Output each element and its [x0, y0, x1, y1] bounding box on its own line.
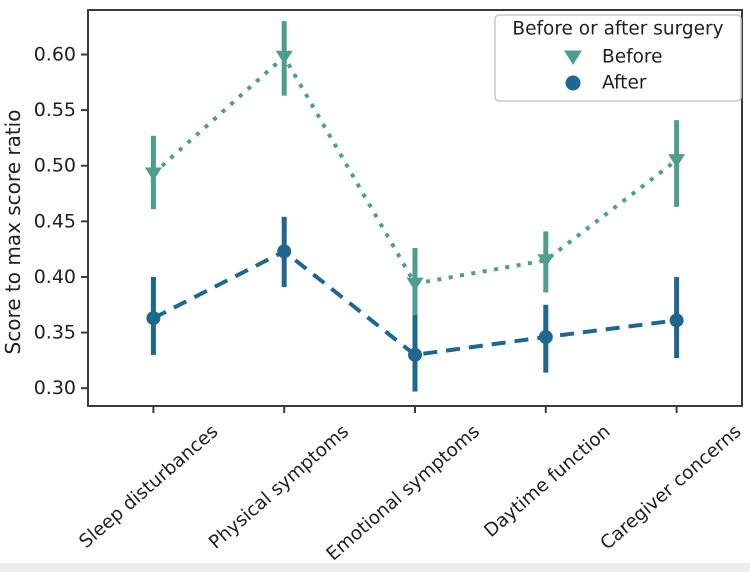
y-tick-label: 0.40 [34, 266, 76, 288]
y-axis-label: Score to max score ratio [1, 109, 25, 355]
legend-box [494, 14, 742, 102]
after-marker [277, 244, 292, 259]
before-marker [668, 154, 686, 168]
after-marker [408, 347, 422, 362]
y-tick-label: 0.60 [34, 43, 76, 65]
y-tick-label: 0.30 [34, 377, 76, 399]
before-marker [275, 50, 293, 65]
y-tick-label: 0.55 [34, 99, 76, 121]
legend-before-marker [564, 50, 582, 65]
after-marker [538, 330, 553, 345]
y-tick-label: 0.35 [34, 322, 76, 344]
legend-title: Before or after surgery [512, 19, 723, 40]
before-marker [144, 167, 162, 182]
x-tick-label: Sleep disturbances [75, 421, 222, 553]
y-tick-label: 0.50 [34, 155, 76, 177]
x-tick-label: Daytime function [480, 421, 614, 542]
before-marker [406, 277, 424, 292]
x-tick-label: Physical symptoms [205, 421, 353, 553]
photo-edge-strip [0, 563, 750, 572]
y-tick-label: 0.45 [34, 210, 76, 232]
legend-after-label: After [602, 73, 647, 94]
legend-before-label: Before [602, 47, 663, 68]
x-tick-label: Caregiver concerns [597, 421, 746, 554]
legend-after-marker [565, 75, 581, 91]
x-tick-label: Emotional symptoms [323, 421, 484, 565]
after-marker [669, 313, 684, 328]
after-marker [146, 311, 161, 326]
after-series-line [152, 249, 677, 357]
before-marker [537, 254, 555, 268]
